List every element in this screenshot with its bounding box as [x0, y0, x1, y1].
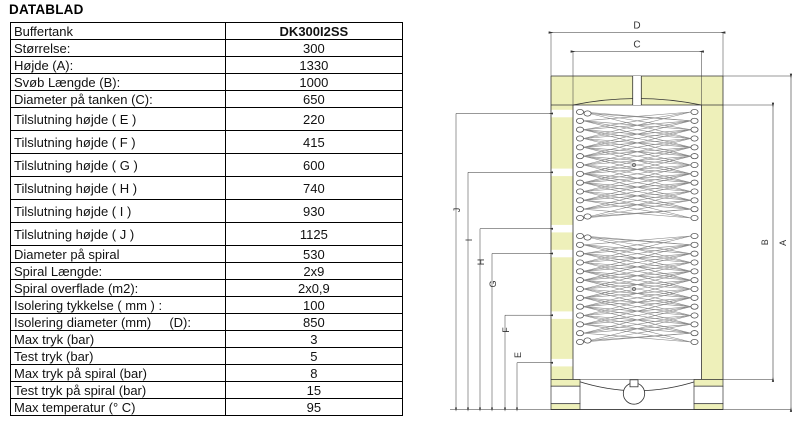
- svg-text:B: B: [760, 239, 770, 245]
- svg-text:G: G: [488, 280, 498, 287]
- svg-text:E: E: [513, 352, 523, 358]
- svg-text:F: F: [501, 327, 511, 333]
- svg-text:H: H: [476, 259, 486, 266]
- svg-text:J: J: [452, 208, 462, 213]
- svg-text:C: C: [633, 40, 640, 51]
- svg-text:I: I: [464, 239, 474, 242]
- svg-text:D: D: [633, 21, 640, 32]
- svg-text:A: A: [778, 240, 788, 246]
